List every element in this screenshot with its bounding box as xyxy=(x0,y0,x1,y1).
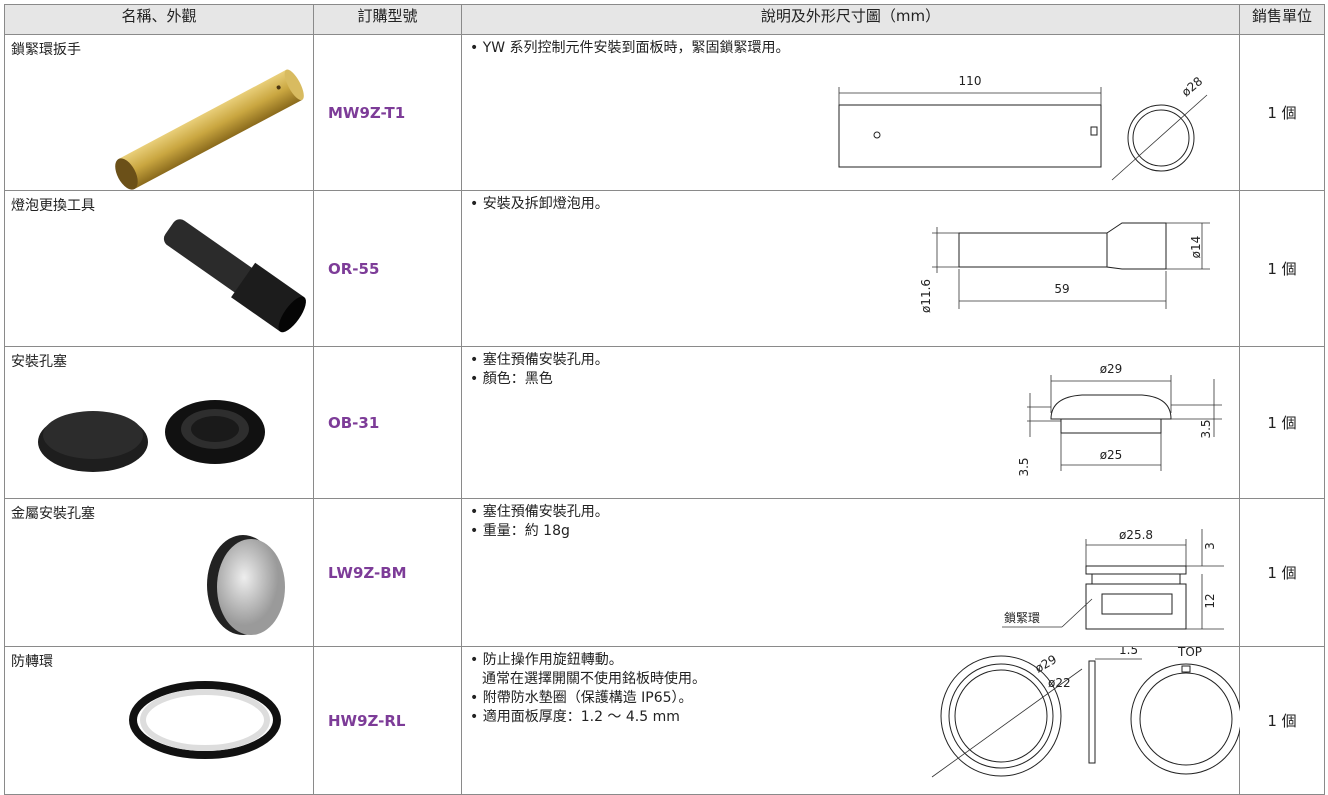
row: 安裝孔塞 OB-31 ø29 ø25 3.5 3.5 • 塞住預備安裝孔用。 •… xyxy=(4,346,1325,499)
description-line: • 安裝及拆卸燈泡用。 xyxy=(470,196,609,212)
description: • 安裝及拆卸燈泡用。 xyxy=(470,195,609,214)
product-photo xyxy=(207,535,285,635)
description-line: • 重量：約 18g xyxy=(470,523,570,539)
name-cell: 金屬安裝孔塞 xyxy=(4,498,314,647)
product-photo xyxy=(115,69,304,190)
header: 名稱、外觀 xyxy=(4,4,314,35)
model: OR-55 xyxy=(313,190,462,347)
model: LW9Z-BM xyxy=(313,498,462,647)
dimension-label: ø11.6 xyxy=(919,279,933,313)
description-cell: ø14 59 ø11.6 • 安裝及拆卸燈泡用。 xyxy=(461,190,1240,347)
description-cell: ø29 ø25 3.5 3.5 • 塞住預備安裝孔用。 • 顏色：黑色 xyxy=(461,346,1240,499)
item-name: 鎖緊環扳手 xyxy=(11,42,81,58)
dimension-label: ø14 xyxy=(1189,236,1203,259)
dimension-label: 3.5 xyxy=(1199,419,1213,438)
dimension-drawing: 110 ø28 xyxy=(838,74,1208,181)
row: 燈泡更換工具 OR-55 ø14 59 ø11.6 • 安裝及拆卸燈泡用。 1 … xyxy=(4,190,1325,347)
dimension-label: 3 xyxy=(1203,542,1217,550)
item-name: 防轉環 xyxy=(11,654,53,670)
model: HW9Z-RL xyxy=(313,646,462,795)
dimension-label: ø25 xyxy=(1100,448,1123,462)
header: 訂購型號 xyxy=(313,4,462,35)
dimension-label: ø29 xyxy=(1033,652,1060,675)
accessory-table: 名稱、外觀 訂購型號 說明及外形尺寸圖（mm） 銷售單位 鎖緊環扳手 MW9Z-… xyxy=(4,4,1325,795)
dimension-drawing: ø14 59 ø11.6 xyxy=(919,222,1210,313)
description-line: 通常在選擇開關不使用銘板時使用。 xyxy=(482,671,706,687)
sales-unit: 1 個 xyxy=(1239,498,1325,647)
dimension-label: 3.5 xyxy=(1017,457,1031,476)
description: • YW 系列控制元件安裝到面板時，緊固鎖緊環用。 xyxy=(470,39,790,58)
dimension-label: TOP xyxy=(1177,647,1202,659)
header: 銷售單位 xyxy=(1239,4,1325,35)
description-line: • YW 系列控制元件安裝到面板時，緊固鎖緊環用。 xyxy=(470,40,790,56)
description-line: • 防止操作用旋鈕轉動。 xyxy=(470,652,623,668)
dimension-drawing: ø29 ø22 1.5 TOP xyxy=(931,647,1240,778)
description: • 防止操作用旋鈕轉動。 通常在選擇開關不使用銘板時使用。 • 附帶防水墊圈（保… xyxy=(470,651,706,727)
name-cell: 防轉環 xyxy=(4,646,314,795)
description-line: • 附帶防水墊圈（保護構造 IP65）。 xyxy=(470,690,693,706)
sales-unit: 1 個 xyxy=(1239,34,1325,191)
model: MW9Z-T1 xyxy=(313,34,462,191)
dimension-label: 12 xyxy=(1203,593,1217,608)
row: 防轉環 HW9Z-RL ø29 ø22 1.5 TOP • 防止操作用旋鈕轉動。… xyxy=(4,646,1325,795)
product-photo xyxy=(38,400,265,472)
dimension-drawing: ø25.8 3 12 鎖緊環 xyxy=(1002,528,1224,630)
dimension-label: ø28 xyxy=(1179,74,1205,99)
row: 金屬安裝孔塞 LW9Z-BM ø25.8 3 12 鎖緊環 • 塞住預備安裝孔用… xyxy=(4,498,1325,647)
dimension-label: ø25.8 xyxy=(1119,528,1153,542)
dimension-label: 鎖緊環 xyxy=(1004,610,1040,625)
description: • 塞住預備安裝孔用。 • 重量：約 18g xyxy=(470,503,609,541)
dimension-label: ø29 xyxy=(1100,362,1123,376)
description-cell: ø25.8 3 12 鎖緊環 • 塞住預備安裝孔用。 • 重量：約 18g xyxy=(461,498,1240,647)
row: 鎖緊環扳手 MW9Z-T1 110 ø28 • YW 系列控制元件安裝到面板時，… xyxy=(4,34,1325,191)
product-photo xyxy=(163,219,306,333)
item-name: 燈泡更換工具 xyxy=(11,198,95,214)
name-cell: 燈泡更換工具 xyxy=(4,190,314,347)
item-name: 金屬安裝孔塞 xyxy=(11,506,95,522)
dimension-label: 59 xyxy=(1054,282,1069,296)
dimension-drawing: ø29 ø25 3.5 3.5 xyxy=(1017,362,1222,477)
sales-unit: 1 個 xyxy=(1239,346,1325,499)
description: • 塞住預備安裝孔用。 • 顏色：黑色 xyxy=(470,351,609,389)
description-line: • 適用面板厚度：1.2 ～ 4.5 mm xyxy=(470,709,680,725)
sales-unit: 1 個 xyxy=(1239,646,1325,795)
item-name: 安裝孔塞 xyxy=(11,354,67,370)
description-cell: 110 ø28 • YW 系列控制元件安裝到面板時，緊固鎖緊環用。 xyxy=(461,34,1240,191)
header-row: 名稱、外觀 訂購型號 說明及外形尺寸圖（mm） 銷售單位 xyxy=(4,4,1325,35)
model: OB-31 xyxy=(313,346,462,499)
description-line: • 顏色：黑色 xyxy=(470,371,553,387)
product-photo xyxy=(129,681,281,759)
name-cell: 鎖緊環扳手 xyxy=(4,34,314,191)
name-cell: 安裝孔塞 xyxy=(4,346,314,499)
sales-unit: 1 個 xyxy=(1239,190,1325,347)
dimension-label: ø22 xyxy=(1048,676,1071,690)
description-line: • 塞住預備安裝孔用。 xyxy=(470,504,609,520)
dimension-label: 110 xyxy=(959,74,982,88)
description-cell: ø29 ø22 1.5 TOP • 防止操作用旋鈕轉動。 通常在選擇開關不使用銘… xyxy=(461,646,1240,795)
description-line: • 塞住預備安裝孔用。 xyxy=(470,352,609,368)
header: 說明及外形尺寸圖（mm） xyxy=(461,4,1240,35)
dimension-label: 1.5 xyxy=(1119,647,1138,657)
